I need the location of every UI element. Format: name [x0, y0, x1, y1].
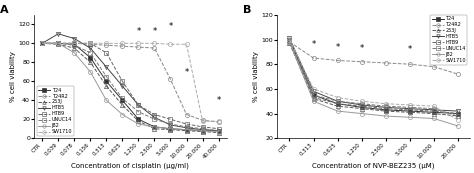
- Text: *: *: [432, 47, 436, 56]
- Legend: T24, T24R2, 253J, HTB5, HTB9, UNUC14, J82, SW1710: T24, T24R2, 253J, HTB5, HTB9, UNUC14, J8…: [36, 86, 73, 136]
- X-axis label: Concentration of NVP-BEZ235 (μM): Concentration of NVP-BEZ235 (μM): [312, 162, 435, 169]
- Legend: T24, T24R2, 253J, HTB5, HTB9, UNUC14, J82, SW1710: T24, T24R2, 253J, HTB5, HTB9, UNUC14, J8…: [430, 15, 467, 65]
- Text: *: *: [217, 96, 221, 105]
- Text: *: *: [137, 27, 141, 36]
- Text: *: *: [152, 27, 156, 36]
- Text: *: *: [336, 43, 340, 52]
- Text: B: B: [243, 5, 251, 15]
- Text: A: A: [0, 5, 8, 15]
- Text: *: *: [184, 67, 189, 76]
- Text: *: *: [456, 55, 460, 64]
- Y-axis label: % cell viability: % cell viability: [253, 51, 259, 102]
- Text: *: *: [408, 45, 412, 54]
- Text: *: *: [311, 40, 316, 49]
- Text: *: *: [168, 22, 173, 31]
- Y-axis label: % cell viability: % cell viability: [9, 51, 16, 102]
- Text: *: *: [359, 44, 364, 53]
- X-axis label: Concentration of cisplatin (μg/ml): Concentration of cisplatin (μg/ml): [72, 162, 189, 169]
